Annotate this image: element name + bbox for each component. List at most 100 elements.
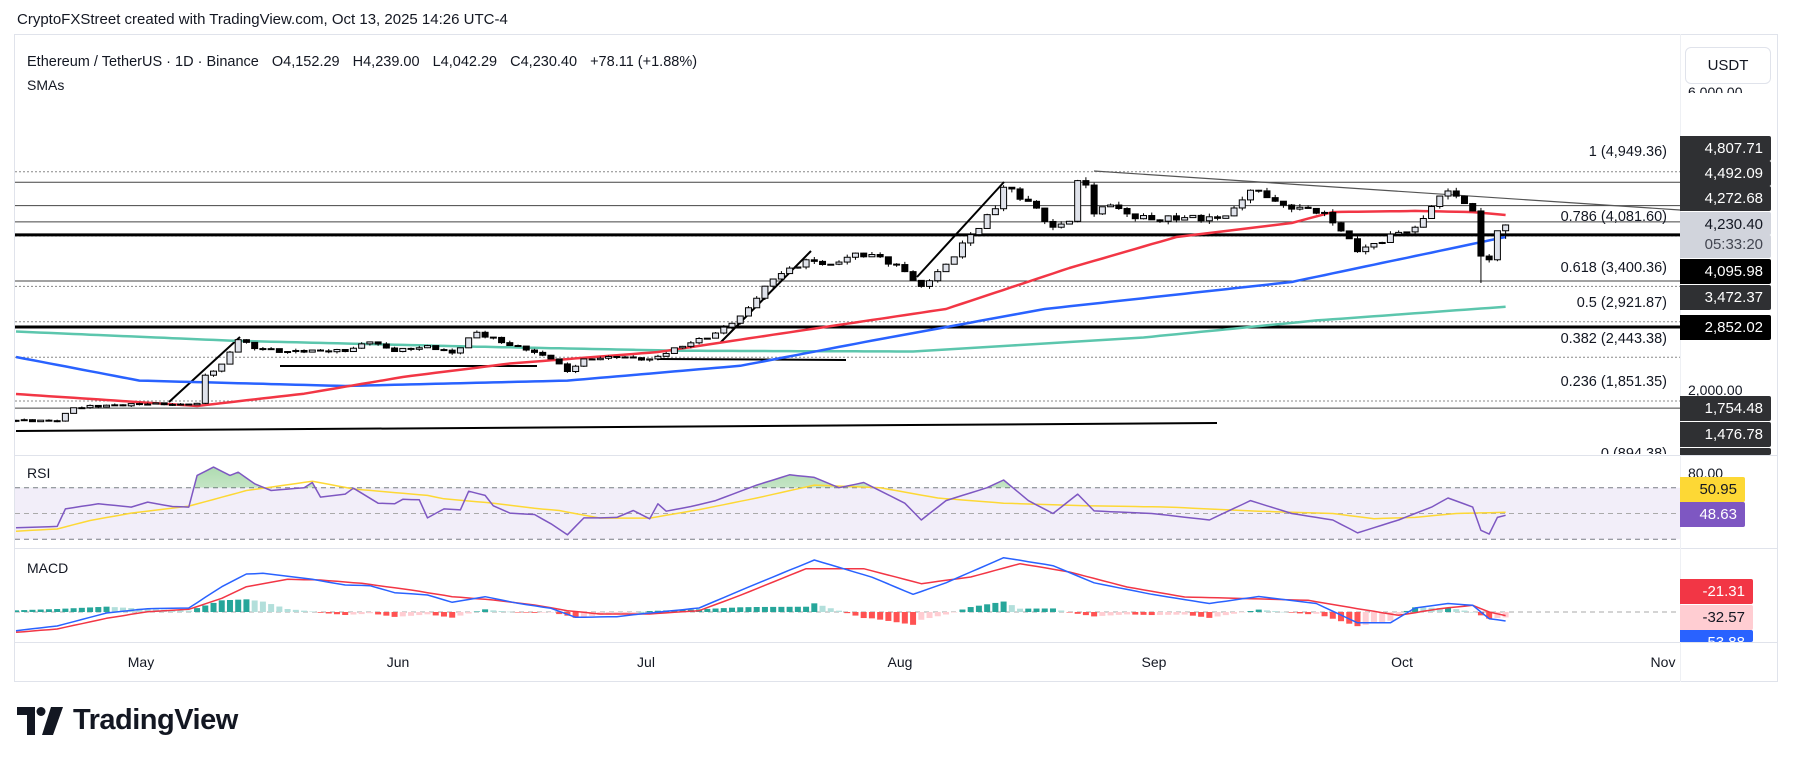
candle[interactable] [1378, 241, 1386, 245]
candle[interactable] [1197, 214, 1205, 223]
candle[interactable] [20, 418, 28, 422]
candle[interactable] [1502, 224, 1510, 239]
tradingview-logo[interactable]: TradingView [17, 704, 238, 737]
candle[interactable] [341, 348, 349, 353]
candle[interactable] [1312, 207, 1320, 215]
candle[interactable] [28, 419, 36, 423]
candle[interactable] [1123, 207, 1131, 217]
candle[interactable] [358, 342, 366, 349]
candle[interactable] [1024, 195, 1032, 202]
candle[interactable] [1033, 200, 1041, 209]
candle[interactable] [448, 348, 456, 355]
candle[interactable] [605, 355, 613, 360]
candle[interactable] [563, 362, 571, 373]
candle[interactable] [786, 266, 794, 275]
candle[interactable] [1098, 206, 1106, 215]
candle[interactable] [284, 350, 292, 354]
candle[interactable] [934, 269, 942, 283]
candle[interactable] [761, 285, 769, 301]
candle[interactable] [596, 356, 604, 361]
candle[interactable] [259, 346, 267, 351]
candle[interactable] [152, 402, 160, 405]
candle[interactable] [712, 332, 720, 339]
candle[interactable] [45, 419, 53, 422]
candle[interactable] [1493, 230, 1501, 262]
candle[interactable] [1247, 189, 1254, 204]
candle[interactable] [1395, 230, 1403, 236]
candle[interactable] [777, 271, 785, 281]
candle[interactable] [1329, 209, 1337, 226]
candle[interactable] [1181, 215, 1189, 221]
candle[interactable] [415, 345, 423, 351]
candle[interactable] [456, 347, 464, 355]
candle[interactable] [61, 412, 69, 422]
candle[interactable] [827, 263, 835, 266]
candle[interactable] [1477, 207, 1485, 284]
candle[interactable] [86, 404, 94, 409]
candle[interactable] [893, 263, 901, 267]
candle[interactable] [1230, 205, 1238, 217]
candle[interactable] [835, 260, 843, 266]
candle[interactable] [703, 337, 711, 340]
candle[interactable] [794, 266, 802, 269]
sma-100-line[interactable] [15, 235, 1506, 388]
candle[interactable] [70, 407, 78, 414]
candle[interactable] [1049, 219, 1057, 231]
candle[interactable] [753, 296, 761, 309]
candle[interactable] [374, 341, 382, 346]
candle[interactable] [251, 341, 259, 351]
candle[interactable] [382, 342, 390, 349]
candle[interactable] [522, 345, 530, 352]
candle[interactable] [177, 403, 185, 406]
candle[interactable] [991, 205, 999, 216]
candle[interactable] [1238, 196, 1246, 211]
candle[interactable] [1214, 215, 1222, 221]
candle[interactable] [901, 261, 909, 273]
candle[interactable] [1271, 194, 1279, 202]
candle[interactable] [1345, 230, 1353, 240]
candle[interactable] [687, 340, 695, 349]
candle[interactable] [498, 336, 506, 344]
candle[interactable] [111, 403, 119, 407]
candle[interactable] [876, 252, 884, 259]
candle[interactable] [547, 354, 555, 360]
candle[interactable] [1008, 186, 1016, 193]
rsi-line[interactable] [15, 466, 1506, 536]
candle[interactable] [506, 340, 514, 347]
candle[interactable] [967, 232, 975, 246]
macd-line[interactable] [15, 556, 1506, 632]
pane-divider-rsi[interactable] [14, 455, 1778, 456]
candle[interactable] [1296, 203, 1304, 211]
candle[interactable] [53, 419, 61, 423]
candle[interactable] [292, 348, 300, 354]
symbol-name[interactable]: Ethereum / TetherUS · 1D · Binance [27, 54, 259, 70]
candle[interactable] [1419, 215, 1427, 228]
candle[interactable] [300, 349, 308, 354]
candle[interactable] [1428, 205, 1436, 219]
candle[interactable] [580, 358, 588, 367]
candle[interactable] [1172, 212, 1180, 223]
candle[interactable] [654, 354, 662, 361]
candle[interactable] [473, 330, 481, 339]
candle[interactable] [1436, 195, 1444, 209]
candle[interactable] [975, 227, 983, 237]
candle[interactable] [884, 256, 892, 267]
candle[interactable] [1016, 187, 1024, 202]
candle[interactable] [1485, 254, 1493, 263]
candle[interactable] [1411, 225, 1419, 235]
candle[interactable] [37, 419, 45, 423]
candle[interactable] [1057, 221, 1065, 229]
candle[interactable] [1131, 213, 1139, 222]
candle[interactable] [539, 350, 547, 357]
candle[interactable] [94, 404, 102, 409]
candle[interactable] [103, 404, 111, 408]
candle[interactable] [1065, 220, 1073, 225]
candle[interactable] [572, 364, 580, 374]
candle[interactable] [201, 373, 209, 405]
candle[interactable] [144, 402, 152, 406]
candle[interactable] [1460, 195, 1468, 205]
candle[interactable] [242, 339, 250, 344]
candle[interactable] [1337, 221, 1345, 232]
sma-50-line[interactable] [15, 209, 1506, 408]
candle[interactable] [679, 345, 687, 349]
